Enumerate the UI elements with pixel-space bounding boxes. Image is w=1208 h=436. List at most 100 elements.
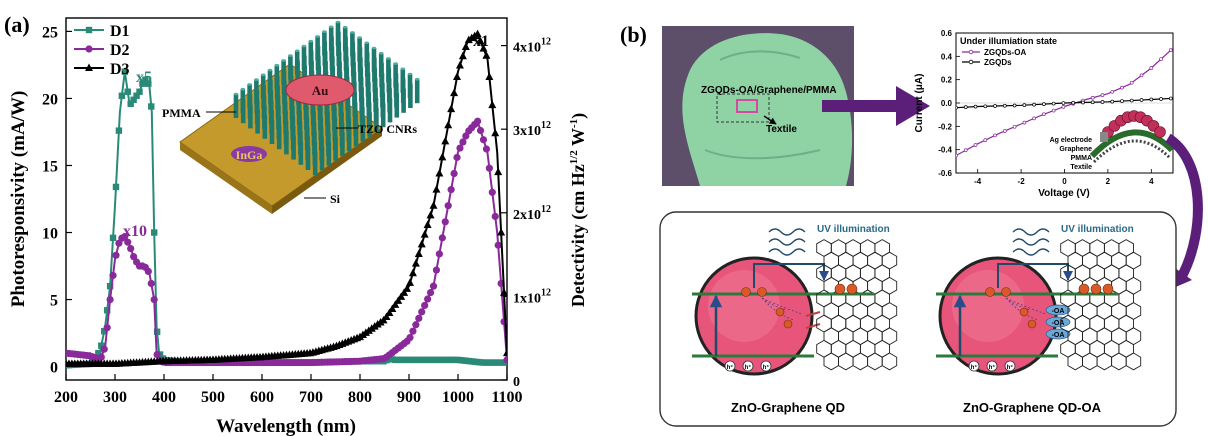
data-point-d1 xyxy=(139,80,146,87)
iv-x-tick-label: 4 xyxy=(1149,177,1154,186)
iv-data-point xyxy=(1120,99,1124,103)
schematic-left-caption: ZnO-Graphene QD xyxy=(731,400,845,415)
data-point-d2 xyxy=(153,350,161,359)
data-point-d2 xyxy=(494,241,502,249)
nanorod xyxy=(294,50,300,75)
inga-electrode xyxy=(231,146,267,162)
nanorod-tip xyxy=(364,41,370,45)
iv-data-point xyxy=(1090,95,1095,100)
nanorod xyxy=(357,37,362,62)
data-point-d2 xyxy=(106,295,114,304)
uv-wave xyxy=(768,248,806,256)
nanorod-tip xyxy=(371,46,377,50)
data-point-d1 xyxy=(112,183,120,191)
nanorod-tip xyxy=(393,62,398,65)
iv-data-point xyxy=(1022,103,1027,108)
y2-tick-exponent: 12 xyxy=(541,120,551,131)
y-tick-label: 5 xyxy=(50,293,58,310)
data-point-d3 xyxy=(455,60,464,69)
iv-data-point xyxy=(1139,98,1144,102)
si-label: Si xyxy=(330,192,341,206)
iv-data-point xyxy=(973,143,978,147)
data-point-d1 xyxy=(124,88,131,95)
oa-ligand xyxy=(1045,304,1071,316)
nanorod-tip xyxy=(301,44,307,48)
data-point-d2 xyxy=(415,314,423,322)
uv-label: UV illumination xyxy=(817,224,890,235)
substrate-edge-right xyxy=(272,128,382,214)
data-point-d3 xyxy=(429,201,438,209)
x-tick-label: 200 xyxy=(54,389,78,406)
iv-data-point xyxy=(963,105,968,109)
photo-textile-label: Textile xyxy=(766,124,797,135)
iv-data-point xyxy=(1149,97,1154,102)
iv-y-tick-label: -0.4 xyxy=(938,146,952,155)
data-point-d2 xyxy=(450,169,458,178)
data-point-d2 xyxy=(432,266,441,274)
cs-qd xyxy=(1154,126,1166,138)
x-tick-label: 300 xyxy=(103,389,127,406)
nanorod-tip xyxy=(378,51,384,55)
iv-series-group xyxy=(956,47,1173,158)
data-point-d1 xyxy=(109,234,117,242)
iv-data-point xyxy=(1042,112,1046,117)
data-point-d2 xyxy=(109,271,117,280)
data-point-d2 xyxy=(474,117,482,125)
data-point-d2 xyxy=(97,353,105,361)
data-point-d2 xyxy=(412,321,420,329)
hole xyxy=(724,360,736,372)
data-point-d3 xyxy=(491,128,500,137)
surface-state xyxy=(805,322,821,330)
data-point-d3 xyxy=(408,268,417,277)
iv-data-point xyxy=(956,105,958,110)
iv-data-point xyxy=(1051,108,1056,113)
data-point-d3 xyxy=(485,72,494,80)
graphene-electron xyxy=(1090,283,1102,295)
data-point-d2 xyxy=(121,232,129,241)
legend: D1 D2 D3 xyxy=(74,23,130,78)
data-point-d2 xyxy=(444,202,452,210)
cs-textile xyxy=(1092,139,1172,164)
y2-tick-base: 2x10 xyxy=(513,208,541,223)
iv-data-point xyxy=(1051,101,1056,106)
nanorod-tip xyxy=(315,35,320,38)
y2-tick-exponent: 12 xyxy=(541,287,551,298)
graphene-electron xyxy=(1102,283,1114,295)
iv-data-point xyxy=(1129,98,1134,103)
panel-a: (a) 200 300 400 500 600 700 800 900 1000 1100 051… xyxy=(4,12,589,436)
data-point-d2 xyxy=(409,327,417,335)
hole-label: h⁺ xyxy=(727,364,734,371)
data-point-d3 xyxy=(435,169,444,177)
iv-y-tick-label: 0.4 xyxy=(941,52,953,61)
iv-data-point xyxy=(1061,101,1066,105)
iv-x-axis-title: Voltage (V) xyxy=(1038,188,1089,199)
data-point-d2 xyxy=(147,279,155,288)
iv-data-point xyxy=(1100,93,1105,97)
iv-chart: 0.6 0.4 0.2 0.0 -0.2 -0.4 -0.6 -4 -2 0 2 4 Under i… xyxy=(914,29,1175,199)
nanorod-tip xyxy=(294,49,300,53)
oa-ligand xyxy=(1045,316,1071,328)
nanorod-tip xyxy=(400,67,406,71)
photo-device-outline xyxy=(716,93,770,123)
panel-b-label: (b) xyxy=(620,22,647,47)
data-point-d1 xyxy=(151,229,158,236)
nanorod xyxy=(281,60,286,85)
data-point-d1 xyxy=(101,327,108,335)
nanorod-tip xyxy=(254,78,259,81)
hole-label: h⁺ xyxy=(763,364,770,371)
iv-data-point xyxy=(956,153,958,158)
arrow-photo-to-iv xyxy=(822,86,930,126)
cs-label-ag: Ag electrode xyxy=(1050,137,1093,144)
nanorod xyxy=(315,36,320,61)
x-axis-title: Wavelength (nm) xyxy=(216,416,356,436)
iv-data-point xyxy=(1002,129,1007,133)
data-point-d3 xyxy=(382,312,391,320)
data-point-d3 xyxy=(453,72,462,80)
data-point-d3 xyxy=(497,228,506,236)
data-point-d3 xyxy=(482,51,491,59)
y-tick-label: 0 xyxy=(50,360,58,377)
oa-label: -OA xyxy=(1052,332,1065,339)
iv-data-point xyxy=(983,138,988,143)
cs-quantum-dots xyxy=(1102,110,1166,138)
data-point-d3 xyxy=(447,104,456,113)
